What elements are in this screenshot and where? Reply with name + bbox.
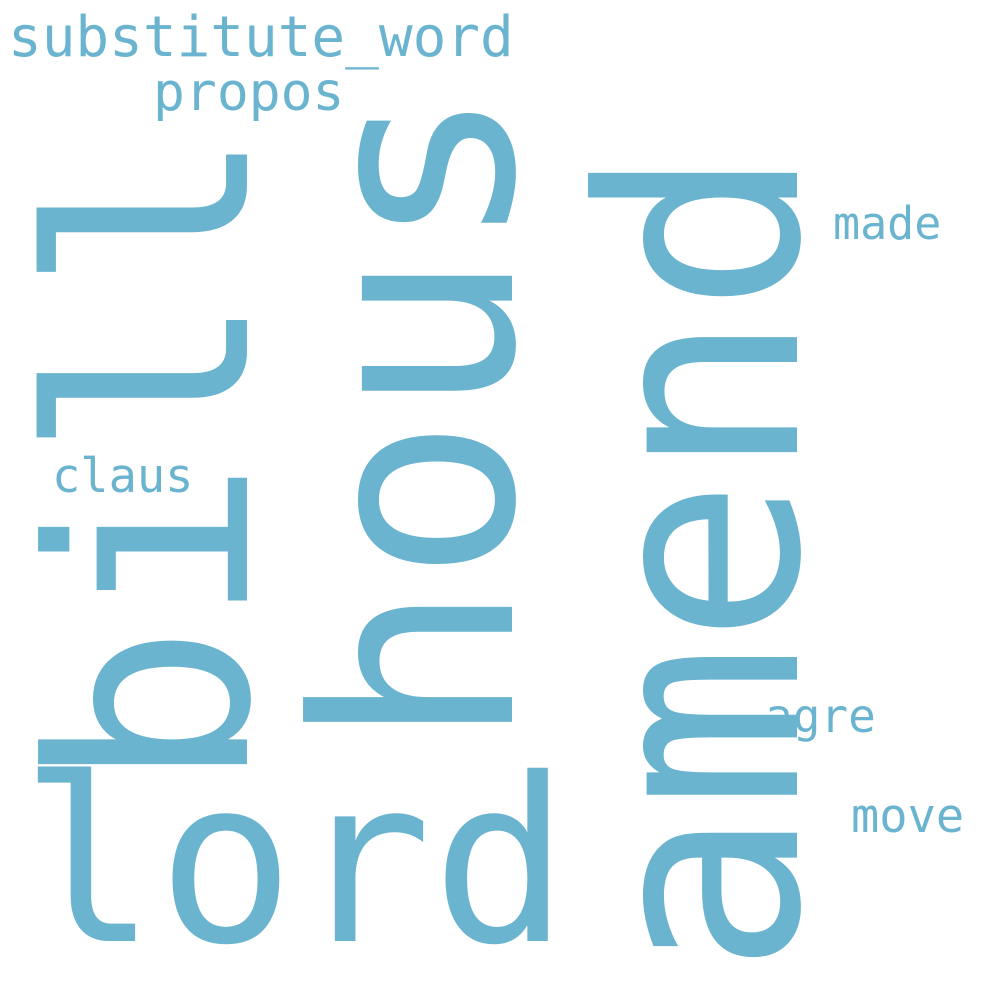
word-made: made — [833, 197, 942, 250]
word-agre: agre — [765, 689, 876, 743]
word-substitute-word: substitute_word — [8, 5, 514, 70]
word-move: move — [851, 789, 965, 844]
word-amend: amend — [542, 147, 862, 975]
word-hous: hous — [257, 85, 577, 748]
word-propos: propos — [153, 62, 345, 123]
word-lord: lord — [20, 729, 570, 995]
word-bill: bill — [0, 127, 312, 790]
word-claus: claus — [52, 449, 194, 504]
